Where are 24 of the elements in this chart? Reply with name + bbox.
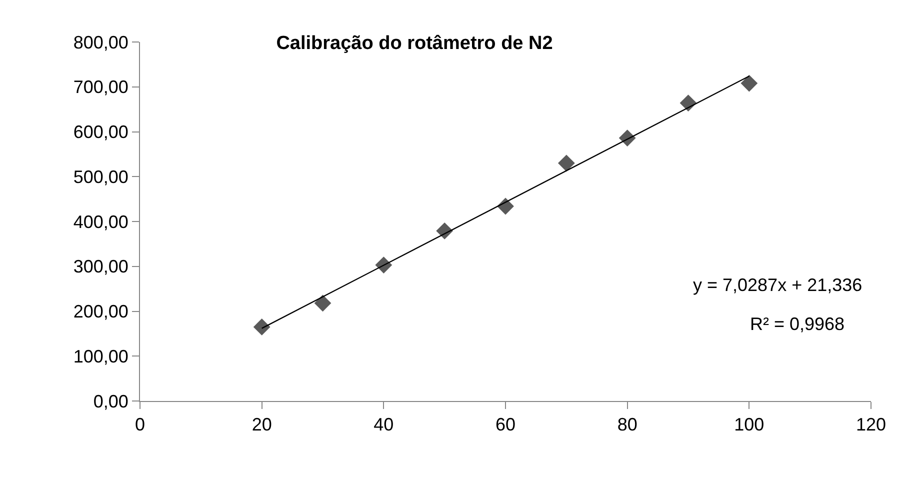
- y-tick-label: 100,00: [73, 346, 128, 366]
- x-tick-label: 20: [252, 414, 272, 435]
- point: [558, 154, 575, 172]
- y-tick-label: 600,00: [73, 122, 128, 142]
- y-tick-label: 800,00: [73, 32, 128, 52]
- x-tick-label: 100: [734, 414, 764, 435]
- x-tick-label: 60: [495, 414, 516, 435]
- y-tick-label: 500,00: [73, 166, 128, 187]
- point: [314, 294, 332, 312]
- chart-title: Calibração do rotâmetro de N2: [276, 33, 553, 54]
- y-tick-label: 0,00: [93, 391, 128, 412]
- point: [740, 74, 758, 92]
- y-tick-label: 700,00: [73, 77, 128, 98]
- point: [253, 318, 270, 336]
- x-tick-label: 120: [856, 414, 886, 435]
- y-tick-label: 400,00: [73, 212, 128, 232]
- x-tick-label: 80: [617, 414, 638, 435]
- y-tick-label: 200,00: [73, 302, 128, 322]
- y-tick-label: 300,00: [73, 256, 128, 277]
- annotation: R² = 0,9968: [750, 314, 845, 334]
- annotation: y = 7,0287x + 21,336: [693, 275, 862, 295]
- point: [680, 94, 697, 112]
- x-tick-label: 40: [374, 414, 394, 435]
- x-tick-label: 0: [134, 414, 146, 435]
